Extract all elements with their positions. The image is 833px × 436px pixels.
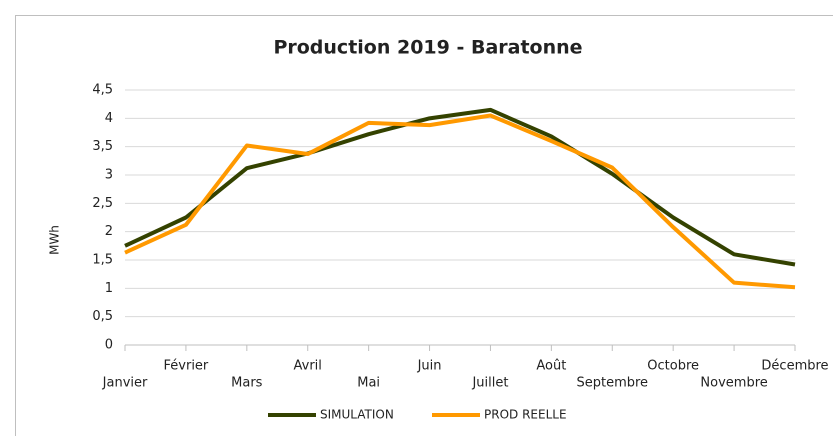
series-line [124, 113, 796, 290]
legend-label: SIMULATION [320, 408, 394, 422]
y-tick-label: 3,5 [92, 139, 113, 154]
y-tick-label: 1,5 [92, 253, 113, 268]
series-line [124, 107, 796, 267]
x-tick-label: Mars [231, 376, 263, 391]
x-tick-label: Juin [417, 359, 442, 374]
x-tick-label: Mai [357, 376, 380, 391]
y-tick-label: 4 [105, 111, 113, 126]
chart-frame [15, 15, 833, 436]
y-tick-label: 1 [105, 281, 113, 296]
y-axis-label: MWh [48, 225, 62, 255]
x-tick-label: Janvier [102, 376, 148, 391]
x-tick-label: Novembre [700, 376, 767, 391]
chart-title: Production 2019 - Baratonne [273, 37, 582, 59]
y-tick-label: 2,5 [92, 196, 113, 211]
y-tick-label: 0 [105, 338, 113, 353]
x-tick-label: Avril [294, 359, 322, 374]
x-tick-label: Décembre [761, 359, 828, 374]
x-tick-label: Septembre [576, 376, 648, 391]
y-tick-label: 2 [105, 224, 113, 239]
y-tick-label: 4,5 [92, 83, 113, 98]
x-tick-label: Juillet [471, 376, 508, 391]
y-tick-label: 3 [105, 168, 113, 183]
x-tick-label: Février [164, 359, 209, 374]
legend-label: PROD REELLE [484, 408, 567, 422]
x-tick-label: Août [536, 359, 566, 374]
x-tick-label: Octobre [647, 359, 699, 374]
y-tick-label: 0,5 [92, 309, 113, 324]
